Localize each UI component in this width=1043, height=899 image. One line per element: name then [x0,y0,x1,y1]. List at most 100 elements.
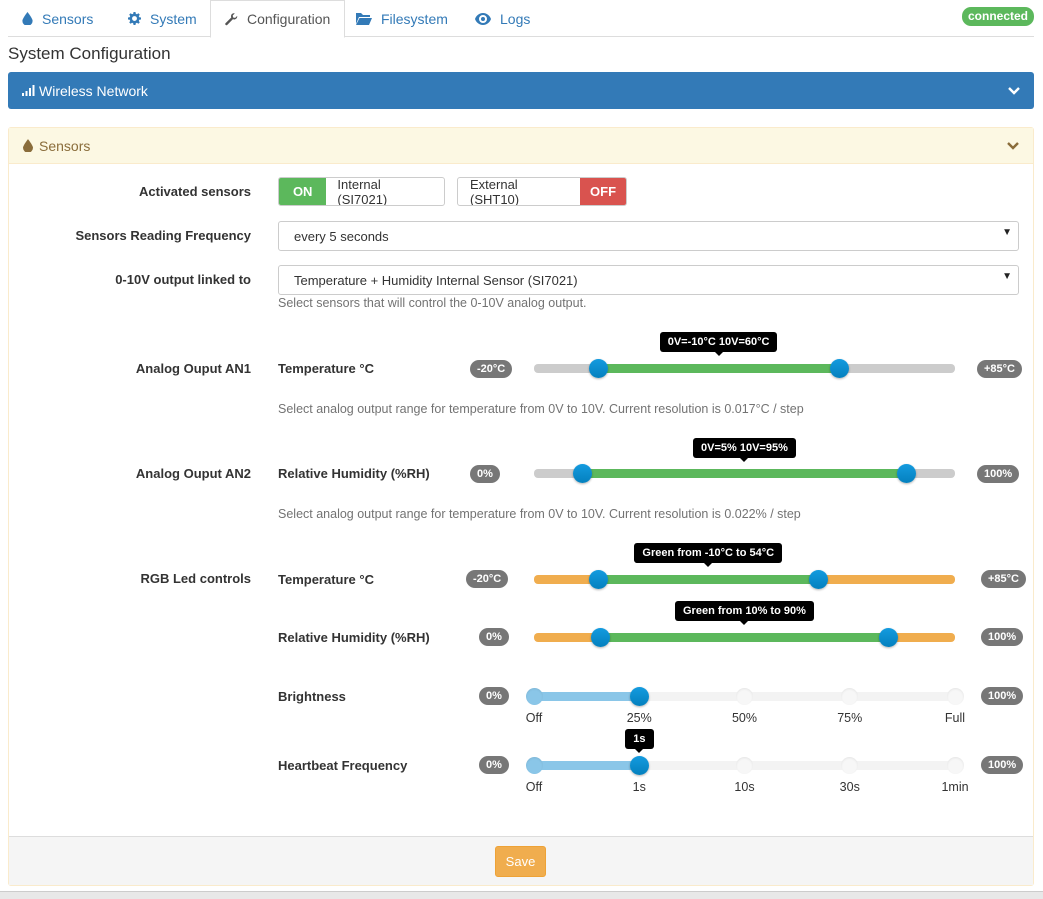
an1-low-handle[interactable] [588,359,608,378]
an2-label: Analog Ouput AN2 [135,466,251,481]
rgb-hum-range-fill [600,633,889,642]
an1-tooltip: 0V=-10°C 10V=60°C [659,332,778,356]
chevron-down-icon [1008,86,1020,95]
rgb-hum-max-badge: 100% [981,628,1024,646]
drop-icon [23,139,33,152]
an1-sublabel: Temperature °C [278,361,374,376]
tick-label: 10s [734,780,755,794]
slider-tick[interactable] [525,757,543,774]
an2-tooltip: 0V=5% 10V=95% [693,438,796,462]
slider-fill [534,761,640,770]
wrench-icon [225,12,238,25]
slider-tick[interactable] [736,757,753,774]
an1-label: Analog Ouput AN1 [135,361,251,376]
activated-sensors-label: Activated sensors [139,184,251,199]
tick-label: 30s [839,780,860,794]
caret-down-icon: ▼ [1002,227,1012,238]
rgb-hum-high-handle[interactable] [879,628,899,647]
tab-label: System [150,10,197,27]
slider-tick[interactable] [841,757,859,774]
select-value: every 5 seconds [294,228,389,244]
internal-sensor-toggle[interactable]: ON Internal (SI7021) [278,177,445,206]
slider-tick[interactable] [525,688,543,705]
frequency-label: Sensors Reading Frequency [75,228,251,243]
tick-label: Full [944,711,966,725]
tab-label: Configuration [247,11,331,27]
wireless-network-panel[interactable]: Wireless Network [8,72,1034,109]
chevron-down-icon [1007,141,1019,150]
slider-tick[interactable] [736,688,753,705]
rgb-hum-low-handle[interactable] [590,628,610,647]
panel-title: Wireless Network [39,82,148,99]
rgb-temp-high-handle[interactable] [808,570,828,589]
rgb-temp-range-fill [598,575,819,584]
caret-down-icon: ▼ [1002,271,1012,282]
toggle-on[interactable]: ON [279,178,327,205]
page-title: System Configuration [8,44,171,63]
window-bottom-bar [0,891,1043,899]
rgb-hum-tooltip: Green from 10% to 90% [675,601,814,625]
tab-configuration[interactable]: Configuration [210,0,346,38]
rgb-temp-sublabel: Temperature °C [278,572,374,587]
rgb-hum-min-badge: 0% [479,628,509,646]
panel-title: Sensors [39,137,91,154]
slider-handle[interactable] [629,687,649,706]
an1-min-badge: -20°C [470,360,513,378]
brightness-max-badge: 100% [981,687,1024,705]
slider-tick[interactable] [946,688,964,705]
select-value: Temperature + Humidity Internal Sensor (… [294,272,578,288]
tab-label: Logs [500,10,531,27]
slider-fill [534,692,640,701]
sensors-panel: Sensors [8,127,1034,886]
an2-sublabel: Relative Humidity (%RH) [278,466,430,481]
save-button[interactable]: Save [495,846,546,877]
slider-tick[interactable] [841,688,859,705]
rgb-hum-sublabel: Relative Humidity (%RH) [278,630,430,645]
tab-logs[interactable]: Logs [461,0,544,37]
output-help: Select sensors that will control the 0-1… [278,296,587,310]
heartbeat-tooltip: 1s [625,729,654,753]
rgb-temp-low-handle[interactable] [588,570,608,589]
output-linked-label: 0-10V output linked to [115,272,251,287]
drop-icon [22,12,33,25]
an1-range-fill [598,364,840,373]
external-sensor-toggle[interactable]: External (SHT10) OFF [457,177,627,206]
brightness-sublabel: Brightness [278,689,346,704]
tick-label: 1s [632,780,646,794]
brightness-min-badge: 0% [479,687,509,705]
frequency-select[interactable]: every 5 seconds ▼ [278,221,1019,251]
an2-range-fill [582,469,907,478]
tab-label: Sensors [42,10,94,27]
tab-system[interactable]: System [114,0,211,37]
tick-label: Off [525,780,543,794]
tab-sensors[interactable]: Sensors [8,0,107,37]
toggle-label: External (SHT10) [470,177,520,206]
rgb-temp-min-badge: -20°C [466,570,509,588]
an2-low-handle[interactable] [572,464,592,483]
tick-label: 50% [731,711,758,725]
tab-filesystem[interactable]: Filesystem [342,0,462,37]
tab-label: Filesystem [381,10,448,27]
an1-help: Select analog output range for temperatu… [278,402,804,416]
an1-max-badge: +85°C [977,360,1023,378]
output-select[interactable]: Temperature + Humidity Internal Sensor (… [278,265,1019,295]
heartbeat-min-badge: 0% [479,756,509,774]
tick-label: Off [525,711,543,725]
tab-bar: Sensors System Configuration Filesystem … [8,0,1034,38]
rgb-temp-tooltip: Green from -10°C to 54°C [634,543,783,567]
status-badge: connected [961,7,1034,26]
tick-label: 75% [837,711,863,725]
an1-high-handle[interactable] [829,359,849,378]
signal-icon [22,85,35,96]
eye-icon [475,12,491,25]
slider-handle[interactable] [629,756,649,775]
an2-min-badge: 0% [470,465,500,483]
heartbeat-max-badge: 100% [981,756,1024,774]
an2-high-handle[interactable] [897,464,917,483]
toggle-label: Internal (SI7021) [337,177,388,206]
rgb-temp-max-badge: +85°C [981,570,1027,588]
toggle-off[interactable]: OFF [580,178,626,205]
sensors-panel-header[interactable]: Sensors [9,128,1033,164]
an2-help: Select analog output range for temperatu… [278,507,801,521]
slider-tick[interactable] [946,757,964,774]
